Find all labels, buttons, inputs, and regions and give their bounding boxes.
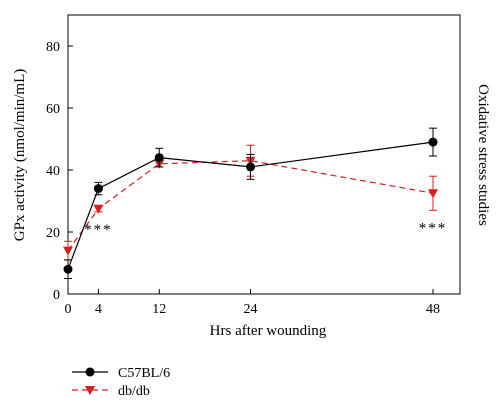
annotation-layer: *** *** [84, 220, 448, 238]
legend-marker [85, 367, 95, 377]
y-tick-label: 20 [46, 226, 60, 241]
axes: 0 20 40 60 80 0 4 12 24 48 [46, 40, 440, 317]
legend-item: db/db [72, 384, 150, 399]
y-tick-label: 60 [46, 102, 60, 117]
side-label: Oxidative stress studies [475, 84, 491, 226]
plot-border [67, 14, 461, 295]
x-tick-label: 0 [65, 302, 72, 317]
y-tick-label: 0 [53, 288, 60, 303]
legend-item: C57BL/6 [72, 366, 170, 381]
x-tick-label: 12 [152, 302, 166, 317]
series-layer [63, 127, 438, 279]
x-axis-label: Hrs after wounding [210, 323, 327, 339]
data-point [93, 184, 103, 194]
data-point [63, 264, 73, 274]
x-tick-label: 4 [95, 302, 102, 317]
y-axis-label: GPx activity (nmol/min/mL) [12, 69, 28, 242]
legend-marker [85, 386, 95, 395]
significance-annotation: *** [419, 220, 448, 236]
legend: C57BL/6 db/db [72, 366, 170, 399]
significance-annotation: *** [84, 222, 113, 238]
series-c57bl-6 [63, 127, 438, 279]
series-line [67, 160, 434, 251]
y-tick-label: 80 [46, 40, 60, 55]
data-point [154, 153, 164, 163]
x-tick-label: 48 [426, 302, 440, 317]
legend-label: C57BL/6 [118, 366, 170, 381]
plot-frame [67, 14, 461, 295]
legend-label: db/db [118, 384, 150, 399]
x-tick-label: 24 [244, 302, 258, 317]
data-point [93, 204, 104, 214]
data-point [428, 189, 438, 199]
y-tick-label: 40 [46, 164, 60, 179]
data-point [246, 162, 255, 172]
data-point [63, 246, 73, 256]
data-point [428, 137, 438, 147]
